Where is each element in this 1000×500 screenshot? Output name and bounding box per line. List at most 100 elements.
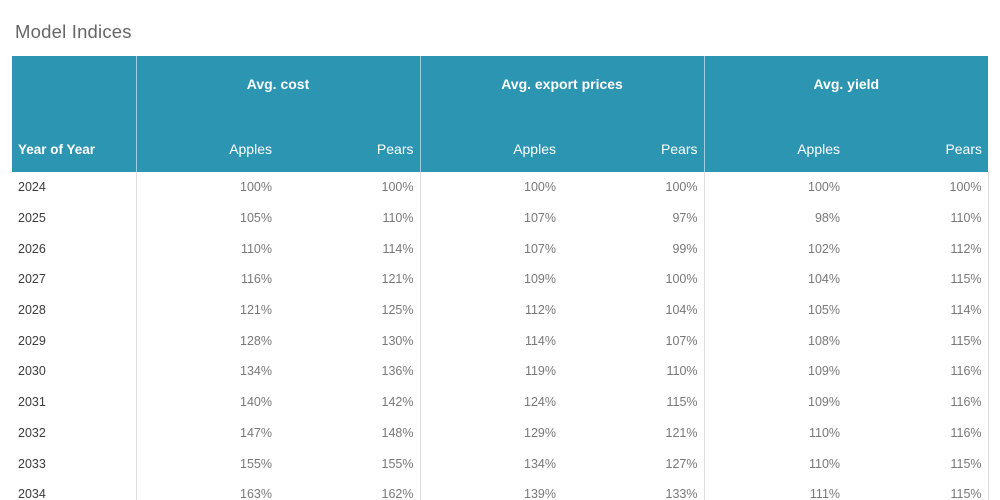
value-cell[interactable]: 111% bbox=[703, 478, 847, 500]
value-cell[interactable]: 121% bbox=[381, 272, 414, 287]
value-cell[interactable]: 107% bbox=[419, 233, 562, 265]
value-cell[interactable]: 107% bbox=[419, 202, 562, 234]
value-cell[interactable]: 139% bbox=[419, 478, 562, 500]
year-cell[interactable]: 2032 bbox=[18, 425, 46, 440]
table-row: 2031 140% 142% 124% 115% 109% 116% bbox=[12, 386, 989, 418]
row-header-label[interactable]: Year of Year bbox=[12, 56, 136, 172]
value-cell[interactable]: 127% bbox=[665, 456, 698, 471]
value-cell[interactable]: 97% bbox=[672, 211, 698, 226]
group-header-row: Year of Year Avg. cost Avg. export price… bbox=[12, 56, 989, 172]
column-group-avg-cost[interactable]: Avg. cost bbox=[135, 56, 420, 105]
value-cell[interactable]: 125% bbox=[381, 303, 414, 318]
value-cell[interactable]: 110% bbox=[135, 233, 278, 265]
value-cell[interactable]: 115% bbox=[846, 325, 989, 357]
subcolumn-export-apples[interactable]: Apples bbox=[419, 105, 562, 172]
value-cell[interactable]: 109% bbox=[703, 386, 847, 418]
value-cell[interactable]: 128% bbox=[135, 325, 278, 357]
value-cell[interactable]: 155% bbox=[381, 456, 414, 471]
value-cell[interactable]: 104% bbox=[703, 264, 847, 295]
value-cell[interactable]: 115% bbox=[846, 448, 989, 479]
year-cell[interactable]: 2031 bbox=[18, 395, 46, 410]
subcolumn-cost-pears[interactable]: Pears bbox=[278, 105, 420, 172]
value-cell[interactable]: 155% bbox=[135, 448, 278, 479]
value-cell[interactable]: 119% bbox=[419, 356, 562, 387]
value-cell[interactable]: 116% bbox=[135, 264, 278, 295]
table-row: 2030 134% 136% 119% 110% 109% 116% bbox=[12, 356, 989, 387]
value-cell[interactable]: 112% bbox=[846, 233, 989, 265]
year-cell[interactable]: 2033 bbox=[18, 456, 46, 471]
value-cell[interactable]: 110% bbox=[666, 364, 698, 379]
value-cell[interactable]: 162% bbox=[381, 486, 414, 500]
value-cell[interactable]: 100% bbox=[135, 172, 278, 203]
page-title: Model Indices bbox=[15, 21, 132, 42]
value-cell[interactable]: 148% bbox=[381, 425, 414, 440]
value-cell[interactable]: 108% bbox=[703, 325, 847, 357]
value-cell[interactable]: 110% bbox=[846, 202, 989, 234]
value-cell[interactable]: 116% bbox=[846, 417, 989, 449]
year-cell[interactable]: 2034 bbox=[18, 486, 46, 500]
value-cell[interactable]: 124% bbox=[419, 386, 562, 418]
value-cell[interactable]: 147% bbox=[135, 417, 278, 449]
value-cell[interactable]: 130% bbox=[381, 333, 414, 348]
value-cell[interactable]: 112% bbox=[419, 294, 562, 326]
sub-header-row: Apples Pears Apples Pears Apples Pears bbox=[12, 105, 989, 172]
value-cell[interactable]: 116% bbox=[846, 356, 989, 387]
value-cell[interactable]: 116% bbox=[846, 386, 989, 418]
table-row: 2025 105% 110% 107% 97% 98% 110% bbox=[12, 202, 989, 234]
subcolumn-export-pears[interactable]: Pears bbox=[562, 105, 705, 172]
value-cell[interactable]: 100% bbox=[665, 272, 698, 287]
column-group-avg-export-prices[interactable]: Avg. export prices bbox=[419, 56, 705, 105]
year-cell[interactable]: 2025 bbox=[18, 211, 46, 226]
value-cell[interactable]: 134% bbox=[419, 448, 562, 479]
value-cell[interactable]: 163% bbox=[135, 478, 278, 500]
year-cell[interactable]: 2027 bbox=[18, 272, 46, 287]
table-row: 2027 116% 121% 109% 100% 104% 115% bbox=[12, 264, 989, 295]
value-cell[interactable]: 109% bbox=[703, 356, 847, 387]
value-cell[interactable]: 100% bbox=[381, 180, 414, 195]
year-cell[interactable]: 2024 bbox=[18, 180, 46, 195]
value-cell[interactable]: 100% bbox=[665, 180, 698, 195]
value-cell[interactable]: 129% bbox=[419, 417, 562, 449]
value-cell[interactable]: 102% bbox=[703, 233, 847, 265]
table-row: 2026 110% 114% 107% 99% 102% 112% bbox=[12, 233, 989, 265]
value-cell[interactable]: 114% bbox=[419, 325, 562, 357]
value-cell[interactable]: 133% bbox=[665, 486, 698, 500]
value-cell[interactable]: 115% bbox=[666, 395, 698, 410]
value-cell[interactable]: 109% bbox=[419, 264, 562, 295]
value-cell[interactable]: 114% bbox=[846, 294, 989, 326]
value-cell[interactable]: 114% bbox=[382, 241, 414, 256]
value-cell[interactable]: 115% bbox=[846, 478, 989, 500]
year-cell[interactable]: 2026 bbox=[18, 241, 46, 256]
year-cell[interactable]: 2029 bbox=[18, 333, 46, 348]
value-cell[interactable]: 100% bbox=[703, 172, 847, 203]
table-row: 2032 147% 148% 129% 121% 110% 116% bbox=[12, 417, 989, 449]
value-cell[interactable]: 121% bbox=[135, 294, 278, 326]
value-cell[interactable]: 105% bbox=[135, 202, 278, 234]
model-indices-table: Year of Year Avg. cost Avg. export price… bbox=[12, 56, 989, 500]
value-cell[interactable]: 136% bbox=[381, 364, 414, 379]
year-cell[interactable]: 2030 bbox=[18, 364, 46, 379]
year-cell[interactable]: 2028 bbox=[18, 303, 46, 318]
subcolumn-yield-pears[interactable]: Pears bbox=[846, 105, 989, 172]
value-cell[interactable]: 105% bbox=[703, 294, 847, 326]
value-cell[interactable]: 104% bbox=[665, 303, 698, 318]
value-cell[interactable]: 100% bbox=[419, 172, 562, 203]
subcolumn-cost-apples[interactable]: Apples bbox=[135, 105, 278, 172]
value-cell[interactable]: 107% bbox=[665, 333, 698, 348]
value-cell[interactable]: 110% bbox=[703, 417, 847, 449]
value-cell[interactable]: 142% bbox=[381, 395, 414, 410]
value-cell[interactable]: 140% bbox=[135, 386, 278, 418]
value-cell[interactable]: 110% bbox=[703, 448, 847, 479]
subcolumn-yield-apples[interactable]: Apples bbox=[703, 105, 847, 172]
value-cell[interactable]: 121% bbox=[665, 425, 698, 440]
value-cell[interactable]: 100% bbox=[846, 172, 989, 203]
value-cell[interactable]: 134% bbox=[135, 356, 278, 387]
value-cell[interactable]: 99% bbox=[672, 241, 698, 256]
table-row: 2024 100% 100% 100% 100% 100% 100% bbox=[12, 172, 989, 203]
value-cell[interactable]: 110% bbox=[382, 211, 414, 226]
value-cell[interactable]: 115% bbox=[846, 264, 989, 295]
table-row: 2028 121% 125% 112% 104% 105% 114% bbox=[12, 294, 989, 326]
value-cell[interactable]: 98% bbox=[703, 202, 847, 234]
column-group-avg-yield[interactable]: Avg. yield bbox=[703, 56, 989, 105]
